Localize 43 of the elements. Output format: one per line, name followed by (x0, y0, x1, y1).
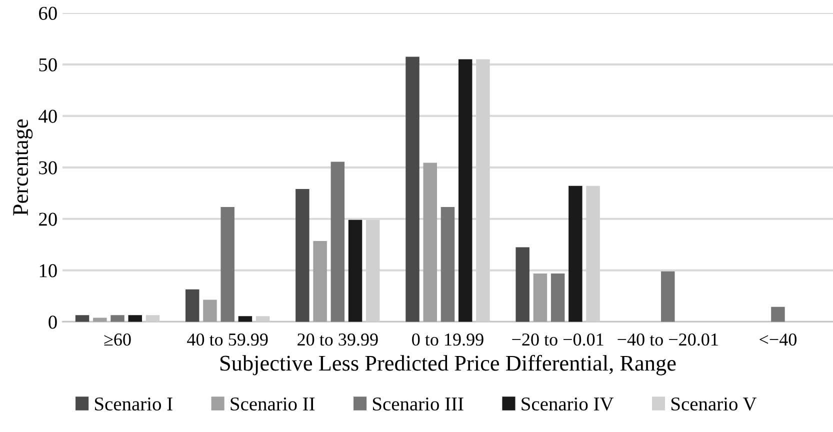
y-tick-label: 40 (38, 110, 57, 123)
bar (458, 59, 472, 322)
bar (203, 300, 217, 322)
bar (185, 289, 200, 322)
bar (771, 306, 785, 322)
y-tick-label: 30 (39, 161, 57, 174)
bar (313, 241, 327, 322)
bar (568, 186, 582, 322)
x-tick-label: −40 to −20.01 (618, 333, 718, 346)
x-axis-title: Subjective Less Predicted Price Differential, Range (220, 354, 676, 376)
legend-label: Scenario V (671, 397, 757, 411)
bar (128, 315, 142, 322)
bar (220, 207, 234, 322)
bar (238, 316, 252, 322)
bar (533, 273, 548, 322)
legend-label: Scenario I (95, 397, 172, 411)
y-tick-label: 50 (39, 58, 57, 72)
bar (661, 271, 675, 322)
y-tick-label: 20 (39, 212, 57, 226)
y-tick-label: 10 (40, 264, 57, 278)
x-tick-label: 0 to 19.99 (412, 333, 484, 346)
legend-label: Scenario III (372, 397, 464, 411)
x-tick-label: 20 to 39.99 (298, 333, 378, 346)
legend-label: Scenario II (230, 397, 315, 411)
y-axis-title: Percentage (13, 119, 33, 216)
bar (348, 220, 362, 322)
x-tick-label: 40 to 59.99 (187, 333, 268, 346)
y-tick-label: 60 (39, 6, 57, 20)
bar (550, 273, 565, 322)
x-tick-label: −20 to −0.01 (512, 333, 604, 346)
bar (406, 56, 420, 322)
bar (516, 247, 530, 322)
bar (110, 315, 124, 322)
y-tick-label: 0 (48, 316, 57, 329)
bar (440, 207, 455, 322)
bar (75, 315, 90, 322)
x-tick-label: <−40 (760, 333, 796, 346)
bar (423, 162, 437, 322)
bar (296, 189, 310, 322)
bar (330, 162, 345, 322)
bar (93, 318, 107, 322)
x-tick-label: ≥60 (104, 333, 131, 346)
legend-label: Scenario IV (522, 397, 614, 411)
